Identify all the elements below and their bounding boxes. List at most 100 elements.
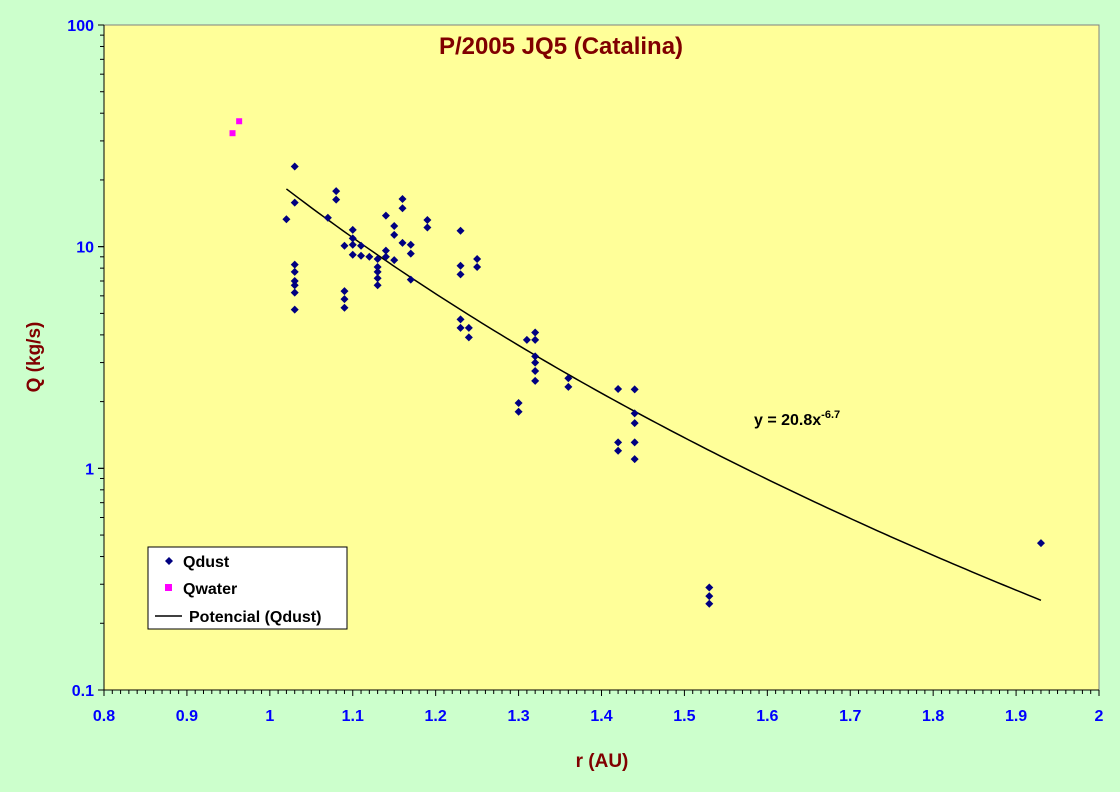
qdust-point [456,226,465,235]
trendline-equation-exponent: -6.7 [821,409,840,421]
trendline-equation-base: y = 20.8x [754,412,821,429]
qdust-point [473,254,482,263]
qdust-point [365,252,374,261]
trendline-equation: y = 20.8x-6.7 [754,409,840,429]
qdust-point [531,352,540,361]
x-tick-label: 0.9 [176,708,198,725]
x-axis: 0.8 0.9 1 1.1 1.2 1.3 1.4 1.5 1.6 1.7 1.8 1.9 2 [93,689,1104,725]
qdust-point [290,267,299,276]
qdust-point [705,592,714,601]
legend-qwater-label: Qwater [183,581,237,598]
qdust-point [514,407,523,416]
y-tick-label: 10 [76,240,94,257]
x-tick-label: 1.5 [673,708,695,725]
qdust-point [373,262,382,271]
qdust-point [398,238,407,247]
qdust-point [473,262,482,271]
qdust-point [348,234,357,243]
qdust-point [373,281,382,290]
legend-qwater-marker [165,584,172,591]
qdust-point [630,438,639,447]
qdust-point [340,241,349,250]
x-tick-label: 1.9 [1005,708,1027,725]
qdust-point [357,241,366,250]
x-tick-label: 1.2 [425,708,447,725]
qdust-point [406,249,415,258]
qdust-point [290,305,299,314]
qdust-point [630,455,639,464]
qdust-point [1036,539,1045,548]
legend: Qdust Qwater Potencial (Qdust) [147,546,348,630]
qdust-point [348,240,357,249]
qdust-point [456,270,465,279]
qwater-point [236,118,243,125]
qdust-point [348,250,357,259]
x-tick-label: 1.3 [507,708,529,725]
qdust-point [323,213,332,222]
qdust-point [290,288,299,297]
qdust-point [614,438,623,447]
x-tick-label: 1.1 [342,708,364,725]
qdust-point [381,246,390,255]
points-layer [229,118,1045,608]
qdust-point [390,230,399,239]
qdust-point [464,333,473,342]
legend-trend-label: Potencial (Qdust) [189,609,321,626]
x-axis-title: r (AU) [576,751,629,772]
x-tick-label: 2 [1095,708,1104,725]
y-tick-label: 0.1 [72,683,94,700]
qdust-point [456,261,465,270]
qdust-point [705,583,714,592]
qdust-point [340,295,349,304]
qdust-point [630,385,639,394]
qdust-point [357,251,366,260]
qdust-point [564,382,573,391]
qdust-point [630,409,639,418]
qdust-point [614,384,623,393]
qdust-point [332,195,341,204]
qdust-point [381,252,390,261]
x-tick-label: 1 [265,708,274,725]
qdust-point [406,240,415,249]
qdust-point [398,204,407,213]
qdust-point [423,215,432,224]
qdust-point [531,358,540,367]
x-tick-label: 1.4 [590,708,612,725]
qdust-point [456,323,465,332]
qdust-point [290,260,299,269]
qdust-point [531,376,540,385]
qwater-point [229,130,236,137]
qdust-point [406,275,415,284]
x-tick-label: 0.8 [93,708,115,725]
qdust-point [630,419,639,428]
qdust-point [340,303,349,312]
y-tick-label: 1 [85,461,94,478]
qdust-point [423,223,432,232]
x-tick-label: 1.6 [756,708,778,725]
qdust-point [531,328,540,337]
qdust-point [390,256,399,265]
y-axis-title: Q (kg/s) [24,322,45,393]
legend-qdust-marker [165,557,173,565]
chart-title: P/2005 JQ5 (Catalina) [439,33,683,60]
qdust-point [531,366,540,375]
qdust-point [290,198,299,207]
qdust-point [614,446,623,455]
qdust-point [373,274,382,283]
qdust-point [373,267,382,276]
qdust-point [332,187,341,196]
qdust-point [514,399,523,408]
y-tick-label: 100 [67,18,94,35]
qdust-point [348,225,357,234]
qdust-point [531,335,540,344]
qdust-point [390,221,399,230]
x-tick-label: 1.8 [922,708,944,725]
qdust-point [564,374,573,383]
qdust-point [373,254,382,263]
qdust-point [290,162,299,171]
x-tick-label: 1.7 [839,708,861,725]
qdust-point [522,335,531,344]
qdust-point [464,323,473,332]
legend-qdust-label: Qdust [183,554,230,571]
